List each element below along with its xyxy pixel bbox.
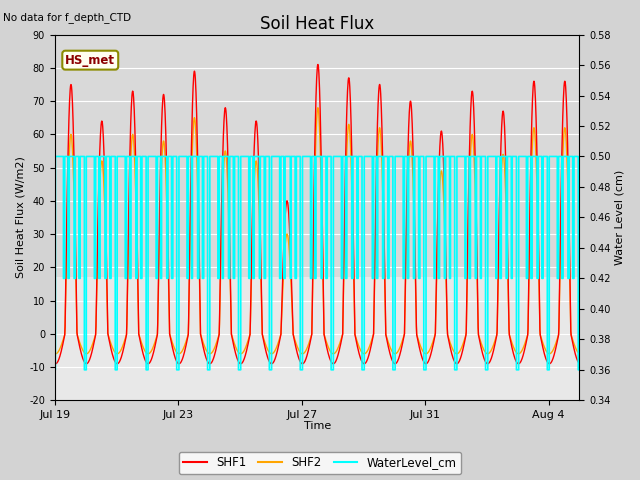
Title: Soil Heat Flux: Soil Heat Flux	[260, 15, 374, 33]
Text: HS_met: HS_met	[65, 54, 115, 67]
X-axis label: Time: Time	[303, 421, 331, 432]
Text: No data for f_depth_CTD: No data for f_depth_CTD	[3, 12, 131, 23]
Y-axis label: Water Level (cm): Water Level (cm)	[615, 170, 625, 265]
Bar	[55, 35, 579, 277]
Legend: SHF1, SHF2, WaterLevel_cm: SHF1, SHF2, WaterLevel_cm	[179, 452, 461, 474]
Y-axis label: Soil Heat Flux (W/m2): Soil Heat Flux (W/m2)	[15, 156, 25, 278]
